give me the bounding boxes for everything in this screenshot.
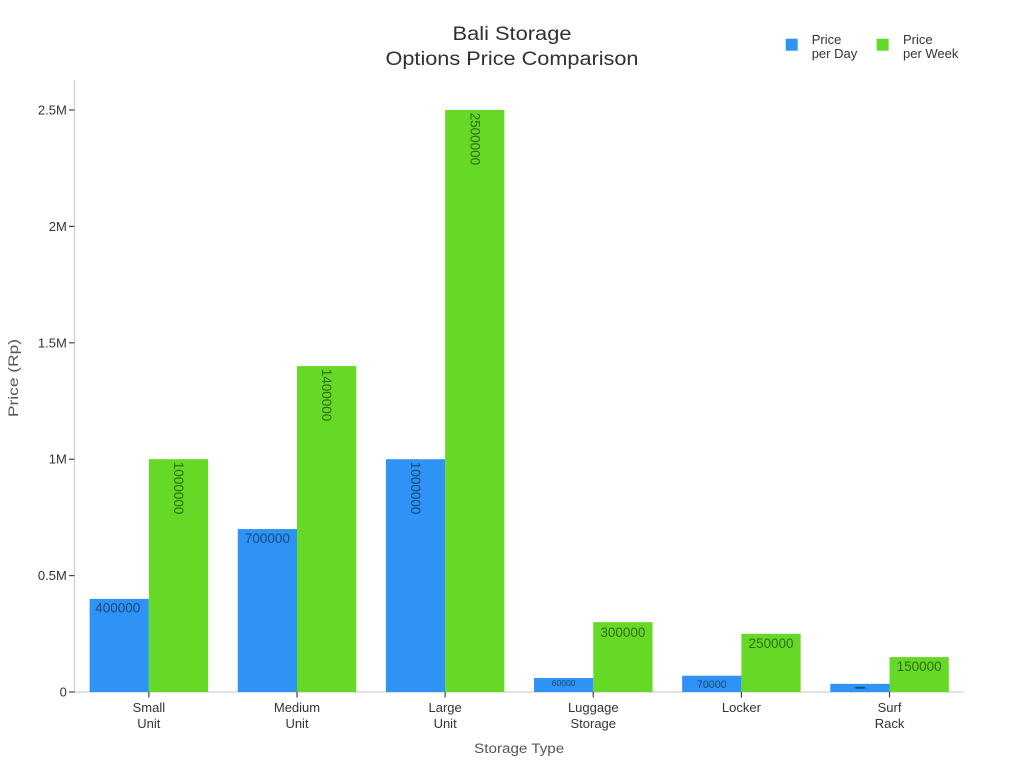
svg-text:per Day: per Day — [812, 46, 858, 61]
svg-text:Luggage: Luggage — [568, 700, 619, 715]
svg-text:1M: 1M — [49, 452, 67, 467]
svg-text:150000: 150000 — [897, 659, 942, 674]
svg-text:Storage Type: Storage Type — [474, 741, 564, 756]
svg-text:700000: 700000 — [245, 531, 290, 546]
svg-text:2M: 2M — [49, 219, 67, 234]
svg-text:2.5M: 2.5M — [38, 103, 67, 118]
svg-text:Surf: Surf — [878, 700, 902, 715]
svg-text:Unit: Unit — [285, 716, 309, 731]
svg-text:Medium: Medium — [274, 700, 320, 715]
svg-text:0.5M: 0.5M — [38, 568, 67, 583]
svg-text:0: 0 — [60, 685, 67, 700]
svg-text:Unit: Unit — [137, 716, 161, 731]
svg-text:per Week: per Week — [903, 46, 959, 61]
svg-text:Small: Small — [133, 700, 166, 715]
svg-text:1400000: 1400000 — [319, 369, 334, 422]
svg-text:Large: Large — [429, 700, 462, 715]
svg-text:300000: 300000 — [600, 625, 645, 640]
svg-text:Rack: Rack — [875, 716, 905, 731]
svg-text:400000: 400000 — [95, 601, 140, 616]
svg-text:2500000: 2500000 — [467, 113, 482, 166]
svg-text:70000: 70000 — [697, 679, 727, 691]
svg-text:Storage: Storage — [570, 716, 616, 731]
svg-text:Unit: Unit — [434, 716, 458, 731]
svg-text:Options Price Comparison: Options Price Comparison — [386, 49, 639, 70]
svg-text:Price (Rp): Price (Rp) — [5, 339, 21, 417]
svg-text:1000000: 1000000 — [171, 462, 186, 515]
svg-text:1000000: 1000000 — [408, 462, 423, 515]
svg-text:60000: 60000 — [552, 678, 576, 688]
svg-text:Locker: Locker — [722, 700, 762, 715]
svg-text:1.5M: 1.5M — [38, 335, 67, 350]
svg-text:Price: Price — [812, 32, 842, 47]
svg-text:Price: Price — [903, 32, 933, 47]
svg-text:250000: 250000 — [748, 636, 793, 651]
svg-text:Bali Storage: Bali Storage — [453, 24, 572, 45]
